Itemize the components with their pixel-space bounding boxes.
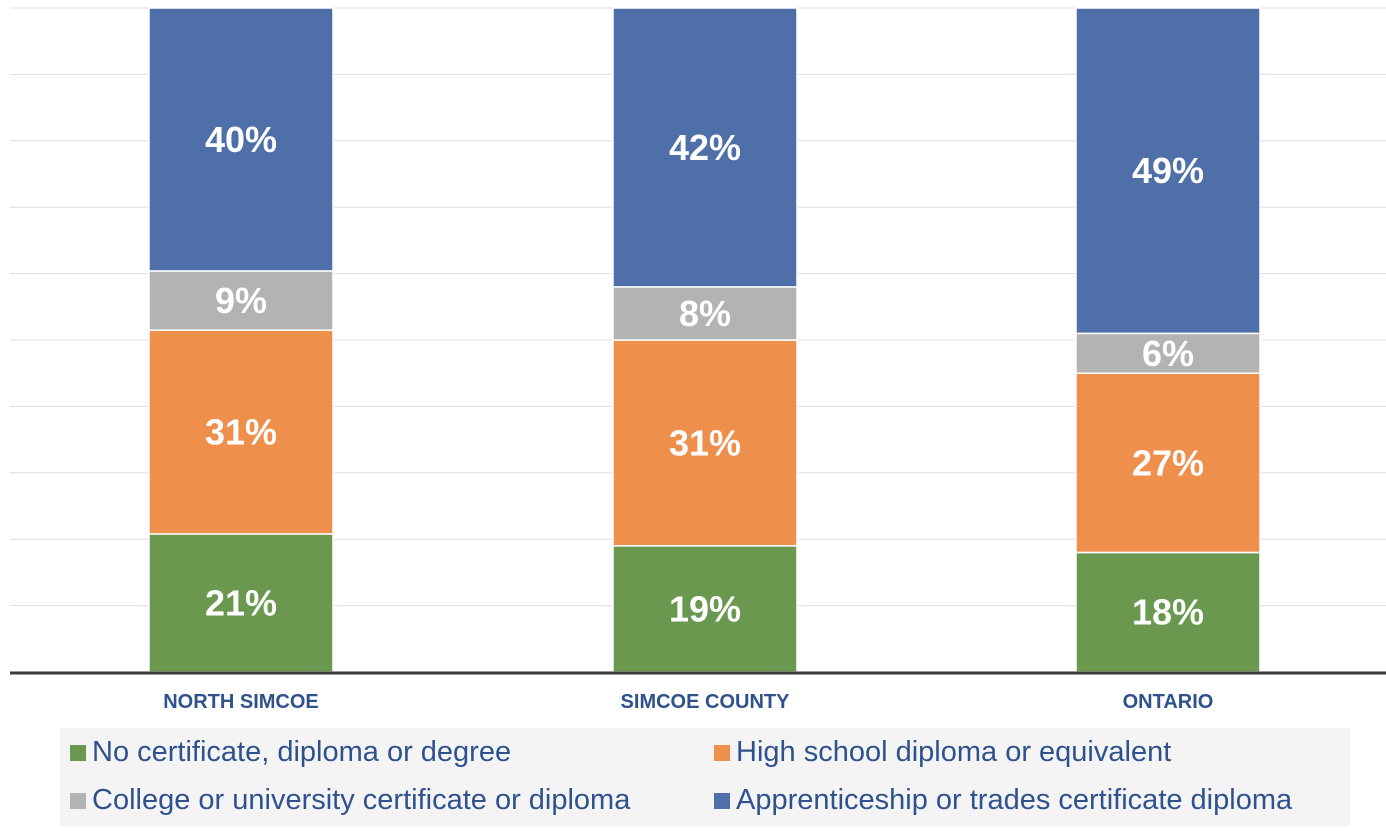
category-label-ontario: ONTARIO bbox=[1123, 691, 1214, 713]
bar-segment-north-simcoe-1 bbox=[148, 329, 334, 535]
legend-label: College or university certificate or dip… bbox=[92, 784, 631, 816]
data-label-ontario-1: 27% bbox=[1132, 442, 1204, 483]
data-label-simcoe-county-3: 42% bbox=[669, 127, 741, 168]
data-label-north-simcoe-2: 9% bbox=[215, 280, 267, 321]
data-label-simcoe-county-1: 31% bbox=[669, 422, 741, 463]
data-label-ontario-2: 6% bbox=[1142, 333, 1194, 374]
bar-segment-ontario-3 bbox=[1075, 7, 1261, 335]
legend: No certificate, diploma or degree High s… bbox=[60, 728, 1350, 826]
data-label-north-simcoe-1: 31% bbox=[205, 412, 277, 453]
segment-labels: 21% 31% 9% 40% 19% 31% 8% 42% 18% 27% 6% 49% bbox=[205, 119, 1204, 633]
legend-item-high-school: High school diploma or equivalent bbox=[714, 736, 1171, 769]
legend-item-college-university: College or university certificate or dip… bbox=[70, 784, 630, 817]
legend-swatch bbox=[70, 744, 86, 761]
data-label-north-simcoe-0: 21% bbox=[205, 582, 277, 623]
data-label-north-simcoe-3: 40% bbox=[205, 119, 277, 160]
legend-label: High school diploma or equivalent bbox=[736, 736, 1172, 768]
bar-segment-simcoe-county-0 bbox=[612, 545, 798, 673]
data-label-ontario-3: 49% bbox=[1132, 150, 1204, 191]
stacked-bar-chart: 21% 31% 9% 40% 19% 31% 8% 42% 18% 27% 6% 49% NORTH … bbox=[10, 7, 1386, 713]
legend-swatch bbox=[70, 792, 86, 809]
category-label-simcoe-county: SIMCOE COUNTY bbox=[621, 691, 791, 713]
bar-segment-simcoe-county-2 bbox=[612, 286, 798, 341]
bars bbox=[148, 7, 1261, 673]
data-label-simcoe-county-0: 19% bbox=[669, 588, 741, 629]
category-label-north-simcoe: NORTH SIMCOE bbox=[163, 691, 319, 713]
legend-item-no-certificate: No certificate, diploma or degree bbox=[70, 736, 511, 769]
legend-label: Apprenticeship or trades certificate dip… bbox=[736, 784, 1293, 816]
bar-segment-simcoe-county-3 bbox=[612, 7, 798, 288]
bar-segment-ontario-2 bbox=[1075, 332, 1261, 374]
bar-segment-north-simcoe-3 bbox=[148, 7, 334, 272]
bar-segment-ontario-1 bbox=[1075, 372, 1261, 554]
bar-segment-simcoe-county-1 bbox=[612, 339, 798, 547]
legend-item-apprenticeship: Apprenticeship or trades certificate dip… bbox=[714, 784, 1292, 817]
bar-segment-ontario-0 bbox=[1075, 551, 1261, 673]
legend-swatch bbox=[714, 744, 730, 761]
legend-label: No certificate, diploma or degree bbox=[92, 736, 512, 768]
category-labels: NORTH SIMCOE SIMCOE COUNTY ONTARIO bbox=[163, 691, 1213, 713]
data-label-ontario-0: 18% bbox=[1132, 592, 1204, 633]
bar-segment-north-simcoe-2 bbox=[148, 270, 334, 331]
legend-swatch bbox=[714, 792, 730, 809]
data-label-simcoe-county-2: 8% bbox=[679, 293, 731, 334]
